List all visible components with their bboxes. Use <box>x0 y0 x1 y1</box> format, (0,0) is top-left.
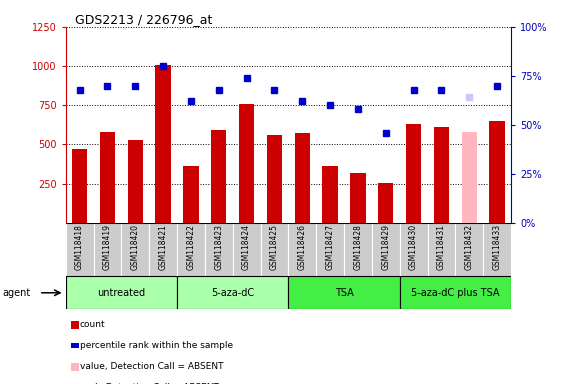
Bar <box>378 183 393 223</box>
Bar <box>489 121 505 223</box>
Bar <box>100 132 115 223</box>
Text: GSM118430: GSM118430 <box>409 224 418 270</box>
Bar <box>127 140 143 223</box>
Bar <box>260 223 288 276</box>
Bar <box>288 276 400 309</box>
Bar <box>372 223 400 276</box>
Bar <box>155 65 171 223</box>
Text: GSM118427: GSM118427 <box>325 224 335 270</box>
Bar <box>66 276 177 309</box>
Text: rank, Detection Call = ABSENT: rank, Detection Call = ABSENT <box>79 383 219 384</box>
Bar <box>428 223 456 276</box>
Bar <box>406 124 421 223</box>
Bar <box>122 223 149 276</box>
Bar <box>344 223 372 276</box>
Text: GSM118422: GSM118422 <box>186 224 195 270</box>
Text: GSM118429: GSM118429 <box>381 224 391 270</box>
Bar <box>211 130 227 223</box>
Text: GSM118426: GSM118426 <box>297 224 307 270</box>
Text: GSM118428: GSM118428 <box>353 224 363 270</box>
Text: GSM118425: GSM118425 <box>270 224 279 270</box>
Text: untreated: untreated <box>97 288 146 298</box>
Bar <box>239 104 254 223</box>
Text: value, Detection Call = ABSENT: value, Detection Call = ABSENT <box>79 362 223 371</box>
Text: GSM118423: GSM118423 <box>214 224 223 270</box>
Bar <box>434 127 449 223</box>
Bar <box>177 223 205 276</box>
Bar <box>295 133 310 223</box>
Bar <box>267 135 282 223</box>
Bar <box>316 223 344 276</box>
Text: count: count <box>79 320 105 329</box>
Text: percentile rank within the sample: percentile rank within the sample <box>79 341 232 350</box>
Bar <box>483 223 511 276</box>
Bar <box>183 166 199 223</box>
Bar <box>205 223 233 276</box>
Bar <box>94 223 122 276</box>
Bar <box>456 223 483 276</box>
Bar <box>233 223 260 276</box>
Bar <box>149 223 177 276</box>
Bar <box>400 276 511 309</box>
Text: GSM118418: GSM118418 <box>75 224 84 270</box>
Bar <box>400 223 428 276</box>
Bar <box>323 166 338 223</box>
Text: TSA: TSA <box>335 288 353 298</box>
Text: 5-aza-dC plus TSA: 5-aza-dC plus TSA <box>411 288 500 298</box>
Text: GSM118419: GSM118419 <box>103 224 112 270</box>
Text: GDS2213 / 226796_at: GDS2213 / 226796_at <box>75 13 212 26</box>
Text: 5-aza-dC: 5-aza-dC <box>211 288 254 298</box>
Text: GSM118420: GSM118420 <box>131 224 140 270</box>
Text: GSM118433: GSM118433 <box>493 224 502 270</box>
Bar <box>72 149 87 223</box>
Text: GSM118421: GSM118421 <box>159 224 168 270</box>
Text: GSM118432: GSM118432 <box>465 224 474 270</box>
Bar <box>350 172 365 223</box>
Text: GSM118424: GSM118424 <box>242 224 251 270</box>
Bar <box>66 223 94 276</box>
Bar <box>177 276 288 309</box>
Bar <box>288 223 316 276</box>
Bar <box>461 132 477 223</box>
Text: agent: agent <box>3 288 31 298</box>
Text: GSM118431: GSM118431 <box>437 224 446 270</box>
